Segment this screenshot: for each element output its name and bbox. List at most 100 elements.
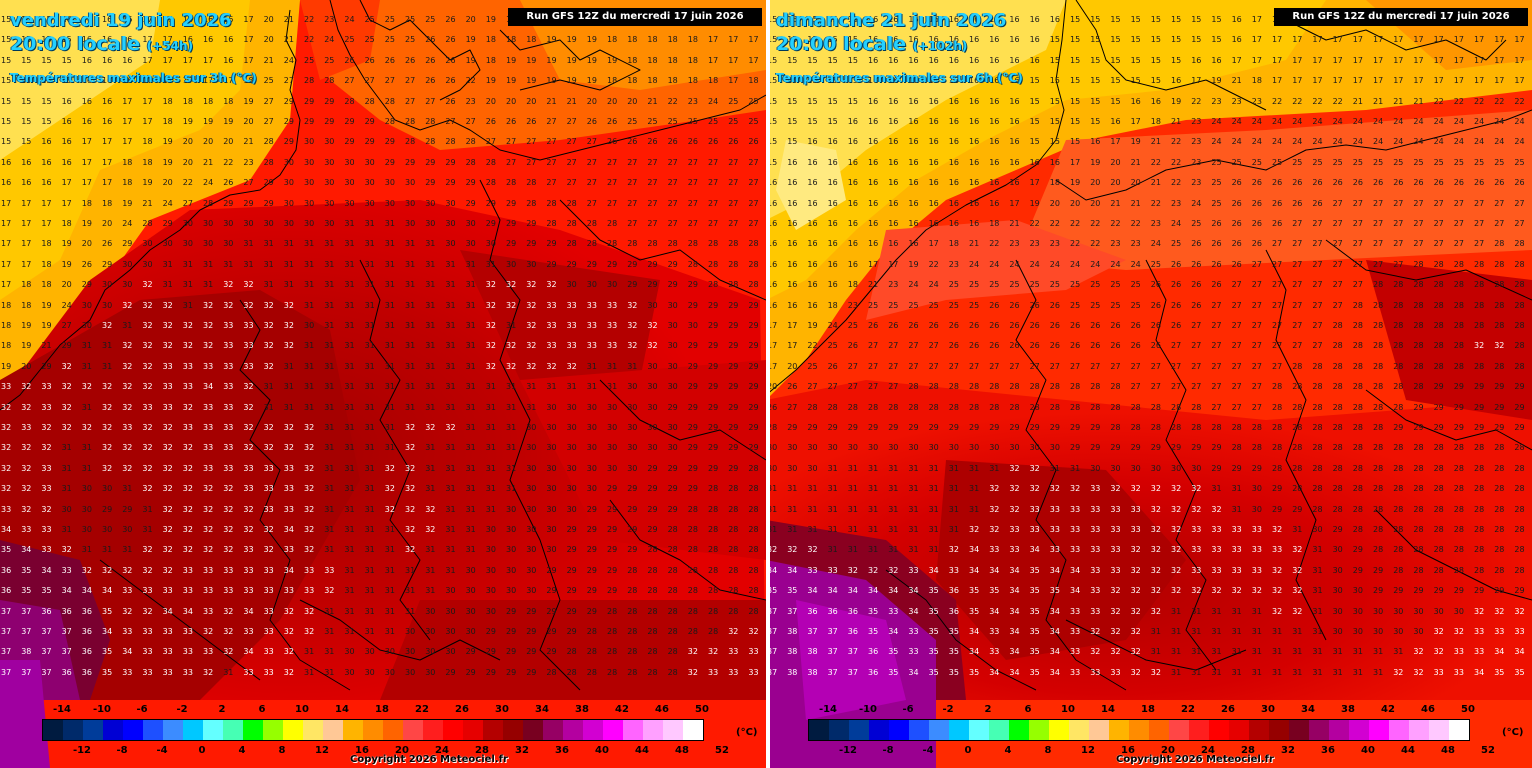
grid-value: 28 [748, 464, 758, 473]
grid-value: 27 [385, 77, 395, 85]
grid-value: 27 [929, 362, 939, 371]
grid-value: 16 [767, 199, 777, 208]
grid-value: 25 [385, 36, 395, 44]
legend-swatch [323, 720, 343, 740]
copyright-label: Copyright 2026 Meteociel.fr [1116, 754, 1274, 765]
grid-value: 31 [1373, 648, 1383, 656]
grid-value: 23 [1009, 240, 1019, 248]
grid-value: 28 [708, 526, 718, 534]
grid-value: 15 [21, 138, 31, 146]
grid-value: 17 [728, 36, 738, 44]
grid-value: 31 [344, 587, 354, 595]
grid-value: 33 [41, 546, 51, 554]
grid-value: 29 [728, 464, 738, 473]
grid-value: 29 [466, 199, 476, 208]
grid-value: 31 [385, 607, 395, 616]
grid-value: 32 [163, 342, 173, 350]
grid-value: 30 [405, 179, 415, 187]
grid-value: 31 [828, 546, 838, 554]
grid-value: 30 [203, 220, 213, 228]
grid-value: 28 [748, 281, 758, 289]
grid-value: 29 [385, 138, 395, 146]
legend-tick-label: 30 [1256, 705, 1280, 715]
grid-value: 34 [1070, 566, 1080, 575]
legend-tick-label: 0 [190, 746, 214, 756]
grid-value: 19 [546, 77, 556, 85]
grid-value: 25 [969, 281, 979, 289]
grid-value: 29 [365, 138, 375, 146]
grid-value: 16 [102, 77, 112, 85]
grid-value: 32 [1454, 628, 1464, 636]
grid-value: 32 [989, 485, 999, 493]
grid-value: 15 [41, 16, 51, 24]
grid-value: 31 [607, 362, 617, 371]
grid-value: 31 [425, 485, 435, 493]
grid-value: 31 [1292, 526, 1302, 534]
grid-value: 31 [486, 424, 496, 432]
legend-swatch [83, 720, 103, 740]
grid-value: 32 [223, 485, 233, 493]
grid-value: 16 [767, 281, 777, 289]
legend-swatch [643, 720, 663, 740]
grid-value: 27 [486, 138, 496, 146]
grid-value: 17 [62, 199, 72, 208]
grid-value: 31 [445, 322, 455, 330]
legend-swatch [1369, 720, 1389, 740]
grid-value: 30 [284, 158, 294, 167]
grid-value: 32 [284, 607, 294, 616]
grid-value: 32 [526, 301, 536, 310]
grid-value: 30 [546, 505, 556, 514]
grid-value: 27 [708, 179, 718, 187]
legend-tick-label: -2 [936, 705, 960, 715]
grid-value: 16 [1, 179, 11, 187]
grid-value: 29 [264, 199, 274, 208]
grid-value: 31 [506, 485, 516, 493]
grid-value: 16 [82, 77, 92, 85]
grid-value: 26 [1312, 179, 1322, 187]
grid-value: 26 [1009, 342, 1019, 350]
grid-value: 15 [1, 36, 11, 44]
grid-value: 32 [203, 505, 213, 514]
grid-value: 15 [1030, 77, 1040, 85]
grid-value: 16 [908, 36, 918, 44]
grid-value: 29 [1454, 383, 1464, 391]
grid-value: 35 [1030, 628, 1040, 636]
grid-value: 31 [385, 240, 395, 248]
grid-value: 28 [1434, 546, 1444, 554]
grid-value: 32 [1, 403, 11, 412]
grid-value: 17 [1, 281, 11, 289]
grid-value: 27 [728, 158, 738, 167]
grid-value: 17 [122, 97, 132, 106]
grid-value: 29 [1110, 444, 1120, 452]
grid-value: 28 [647, 546, 657, 554]
grid-value: 32 [627, 301, 637, 310]
grid-value: 16 [828, 220, 838, 228]
grid-value: 32 [1009, 485, 1019, 493]
grid-value: 28 [807, 403, 817, 412]
grid-value: 31 [1191, 607, 1201, 616]
grid-value: 16 [929, 16, 939, 24]
grid-value: 33 [243, 322, 253, 330]
grid-value: 38 [787, 668, 797, 677]
grid-value: 29 [668, 403, 678, 412]
grid-value: 30 [284, 199, 294, 208]
grid-value: 15 [807, 36, 817, 44]
grid-value: 31 [1191, 648, 1201, 656]
grid-value: 28 [1333, 383, 1343, 391]
grid-value: 27 [1413, 240, 1423, 248]
grid-value: 27 [1171, 342, 1181, 350]
grid-value: 29 [1151, 444, 1161, 452]
grid-value: 30 [445, 199, 455, 208]
grid-value: 26 [1090, 342, 1100, 350]
grid-value: 31 [324, 668, 334, 677]
grid-value: 28 [1474, 260, 1484, 269]
grid-value: 28 [1030, 383, 1040, 391]
grid-value: 31 [767, 526, 777, 534]
grid-value: 30 [807, 444, 817, 452]
grid-value: 27 [1312, 281, 1322, 289]
grid-value: 32 [142, 464, 152, 473]
grid-value: 24 [1070, 260, 1080, 269]
grid-value: 34 [1009, 668, 1019, 677]
grid-value: 28 [728, 587, 738, 595]
grid-value: 32 [1, 444, 11, 452]
